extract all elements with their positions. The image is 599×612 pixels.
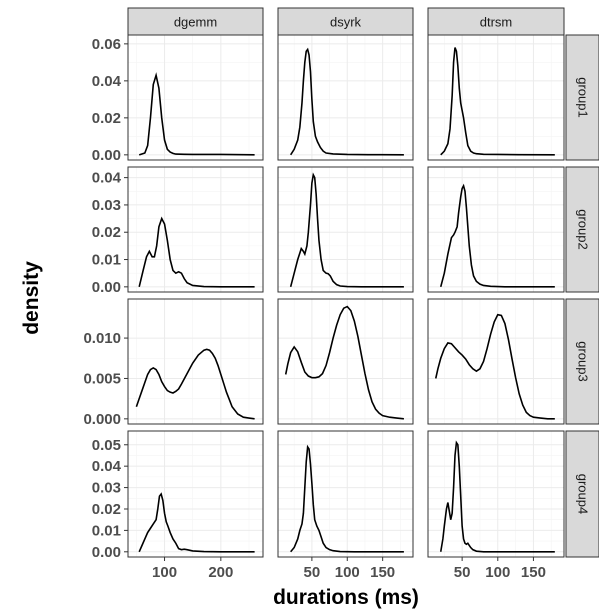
row-strip-group3 [565, 298, 599, 425]
panel-group4-dtrsm [427, 430, 565, 558]
density-series-line [439, 183, 555, 288]
y-tick-label: 0.03 [92, 480, 121, 497]
row-strip-group2 [565, 166, 599, 293]
panel-group3-dsyrk [277, 298, 414, 425]
column-strip-dsyrk [277, 7, 414, 36]
panel-group4-dgemm [127, 430, 264, 558]
panel-border [127, 166, 264, 293]
density-series-line [439, 440, 555, 553]
x-tick-label: 150 [521, 564, 546, 581]
panel-background [278, 167, 413, 292]
y-tick-label: 0.000 [83, 411, 121, 428]
y-tick-label: 0.00 [92, 147, 121, 164]
row-strip-group4 [565, 430, 599, 558]
panel-background [128, 299, 263, 424]
density-series-line [138, 492, 255, 553]
x-axis-title: durations (ms) [273, 586, 419, 609]
row-strip-label: group2 [576, 209, 591, 249]
panel-background [128, 431, 263, 557]
panel-group1-dgemm [127, 34, 264, 161]
panel-group2-dtrsm [427, 166, 565, 293]
density-series-line [289, 47, 404, 156]
y-tick-label: 0.05 [92, 437, 121, 454]
density-series-line [138, 72, 255, 156]
panel-border [127, 430, 264, 558]
panel-border [127, 298, 264, 425]
y-tick-label: 0.010 [83, 330, 121, 347]
panel-border [277, 298, 414, 425]
panel-background [428, 431, 564, 557]
x-tick-label: 50 [454, 564, 471, 581]
panel-background [128, 167, 263, 292]
panel-background [428, 167, 564, 292]
column-strip-label: dgemm [174, 15, 217, 30]
density-series-line [135, 348, 255, 420]
row-strip-label: group1 [576, 77, 591, 117]
y-tick-label: 0.00 [92, 279, 121, 296]
panel-border [277, 166, 414, 293]
panel-border [427, 298, 565, 425]
panel-background [428, 35, 564, 160]
panel-border [427, 430, 565, 558]
y-tick-label: 0.03 [92, 197, 121, 214]
row-strip-group1 [565, 34, 599, 161]
panel-group2-dsyrk [277, 166, 414, 293]
y-tick-label: 0.02 [92, 501, 121, 518]
panel-background [278, 299, 413, 424]
panel-group4-dsyrk [277, 430, 414, 558]
panel-group3-dgemm [127, 298, 264, 425]
y-tick-label: 0.02 [92, 110, 121, 127]
x-tick-label: 100 [335, 564, 360, 581]
x-tick-label: 100 [485, 564, 510, 581]
panel-background [278, 35, 413, 160]
panel-group3-dtrsm [427, 298, 565, 425]
density-series-line [440, 47, 555, 156]
y-tick-label: 0.04 [92, 170, 122, 187]
x-tick-label: 150 [370, 564, 395, 581]
y-tick-label: 0.01 [92, 252, 121, 269]
density-series-line [284, 305, 404, 420]
y-tick-label: 0.04 [92, 73, 122, 90]
x-tick-label: 200 [208, 564, 233, 581]
x-tick-label: 100 [152, 564, 177, 581]
panel-border [427, 166, 565, 293]
panels-layer [127, 34, 565, 558]
y-tick-label: 0.06 [92, 36, 121, 53]
y-tick-label: 0.02 [92, 224, 121, 241]
column-strip-dgemm [127, 7, 264, 36]
column-strip-label: dtrsm [480, 15, 513, 30]
row-strip-label: group4 [576, 474, 591, 514]
panel-border [277, 430, 414, 558]
y-axis-title: density [20, 261, 43, 335]
panel-background [128, 35, 263, 160]
panel-group1-dsyrk [277, 34, 414, 161]
y-axis-ticks: 0.00 0.02 0.04 0.06 0.00 0.01 0.02 0.03 0.04 0.00… [83, 36, 128, 561]
column-strips: dgemm dsyrk dtrsm [127, 7, 565, 36]
x-axis-ticks: 100 200 50 100 150 50 100 150 [152, 557, 546, 581]
y-tick-label: 0.01 [92, 522, 121, 539]
y-tick-label: 0.04 [92, 458, 122, 475]
row-strip-label: group3 [576, 341, 591, 381]
column-strip-dtrsm [427, 7, 565, 36]
density-series-line [434, 313, 555, 420]
panel-background [278, 431, 413, 557]
y-tick-label: 0.00 [92, 544, 121, 561]
row-strips: group1 group2 group3 group4 [565, 34, 599, 558]
x-tick-label: 50 [304, 564, 321, 581]
panel-group2-dgemm [127, 166, 264, 293]
panel-group1-dtrsm [427, 34, 565, 161]
y-tick-label: 0.005 [83, 370, 121, 387]
density-series-line [290, 444, 404, 553]
density-series-line [289, 172, 404, 288]
density-series-line [138, 216, 255, 288]
column-strip-label: dsyrk [330, 15, 362, 30]
